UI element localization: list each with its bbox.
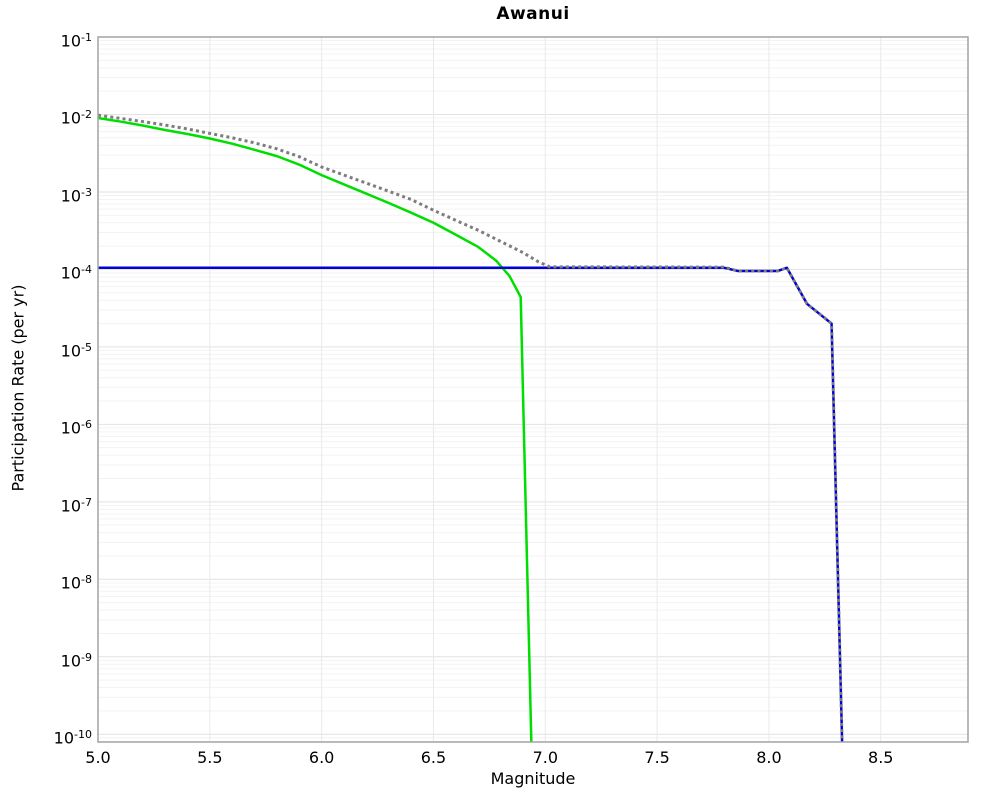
x-axis-label: Magnitude: [490, 769, 576, 788]
y-tick-label: 10-1: [60, 31, 92, 51]
y-tick-label: 10-9: [60, 650, 92, 671]
series-group: [98, 113, 844, 742]
gridlines: [97, 36, 968, 743]
x-tick-label: 7.5: [644, 748, 670, 767]
y-tick-label: 10-3: [60, 185, 92, 206]
chart-title: Awanui: [496, 4, 570, 24]
x-tick-label: 8.0: [756, 748, 782, 767]
x-tick-label: 5.5: [197, 748, 223, 767]
y-tick-label: 10-5: [60, 340, 92, 361]
y-tick-label: 10-6: [60, 418, 92, 438]
y-tick-label: 10-7: [60, 495, 92, 516]
x-tick-label: 5.0: [85, 748, 111, 767]
plot-frame: [97, 36, 969, 743]
y-tick-label: 10-4: [60, 263, 92, 283]
x-tick-label: 8.5: [868, 748, 894, 767]
y-tick-label: 10-8: [60, 573, 92, 593]
x-tick-label: 6.0: [308, 748, 335, 767]
x-tick-label: 6.5: [420, 748, 447, 767]
y-tick-label: 10-10: [53, 728, 92, 748]
x-tick-label: 7.0: [532, 748, 559, 767]
y-tick-label: 10-2: [60, 108, 92, 128]
series-gray-dotted: [98, 113, 844, 742]
series-green-solid: [98, 116, 533, 742]
